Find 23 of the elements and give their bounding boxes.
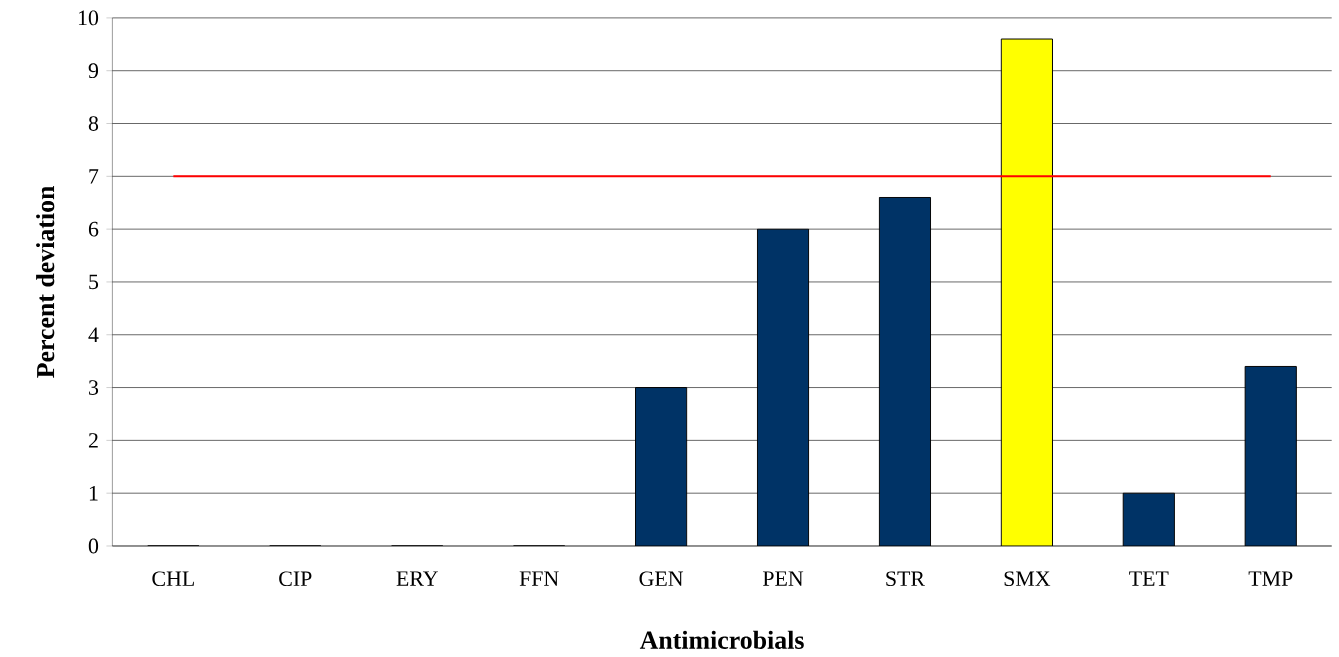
x-tick-label: TET — [1129, 571, 1169, 586]
y-tick-label: 4 — [88, 327, 99, 342]
y-tick-label: 9 — [88, 63, 99, 78]
y-tick-label: 0 — [88, 538, 99, 554]
y-tick-label: 1 — [89, 485, 98, 501]
x-axis-title: Antimicrobials — [639, 630, 804, 649]
y-tick-label: 2 — [88, 432, 98, 448]
x-tick-label: ERY — [396, 571, 438, 586]
y-tick-label: 5 — [89, 274, 99, 290]
y-axis-title: Percent deviation — [36, 185, 55, 378]
x-tick-label: STR — [886, 571, 925, 586]
y-tick-label: 3 — [89, 380, 99, 395]
x-tick-label: CHL — [152, 571, 194, 586]
y-tick-label: 6 — [88, 221, 99, 237]
x-tick-label: SMX — [1004, 571, 1051, 586]
x-tick-label: CIP — [279, 571, 312, 586]
x-tick-label: FFN — [519, 571, 559, 586]
x-tick-label: TMP — [1248, 571, 1293, 586]
x-tick-label: PEN — [762, 571, 804, 586]
x-tick-label: GEN — [639, 571, 684, 586]
y-tick-label: 7 — [89, 168, 99, 184]
y-tick-label: 10 — [78, 10, 99, 26]
y-tick-label: 8 — [88, 115, 99, 131]
